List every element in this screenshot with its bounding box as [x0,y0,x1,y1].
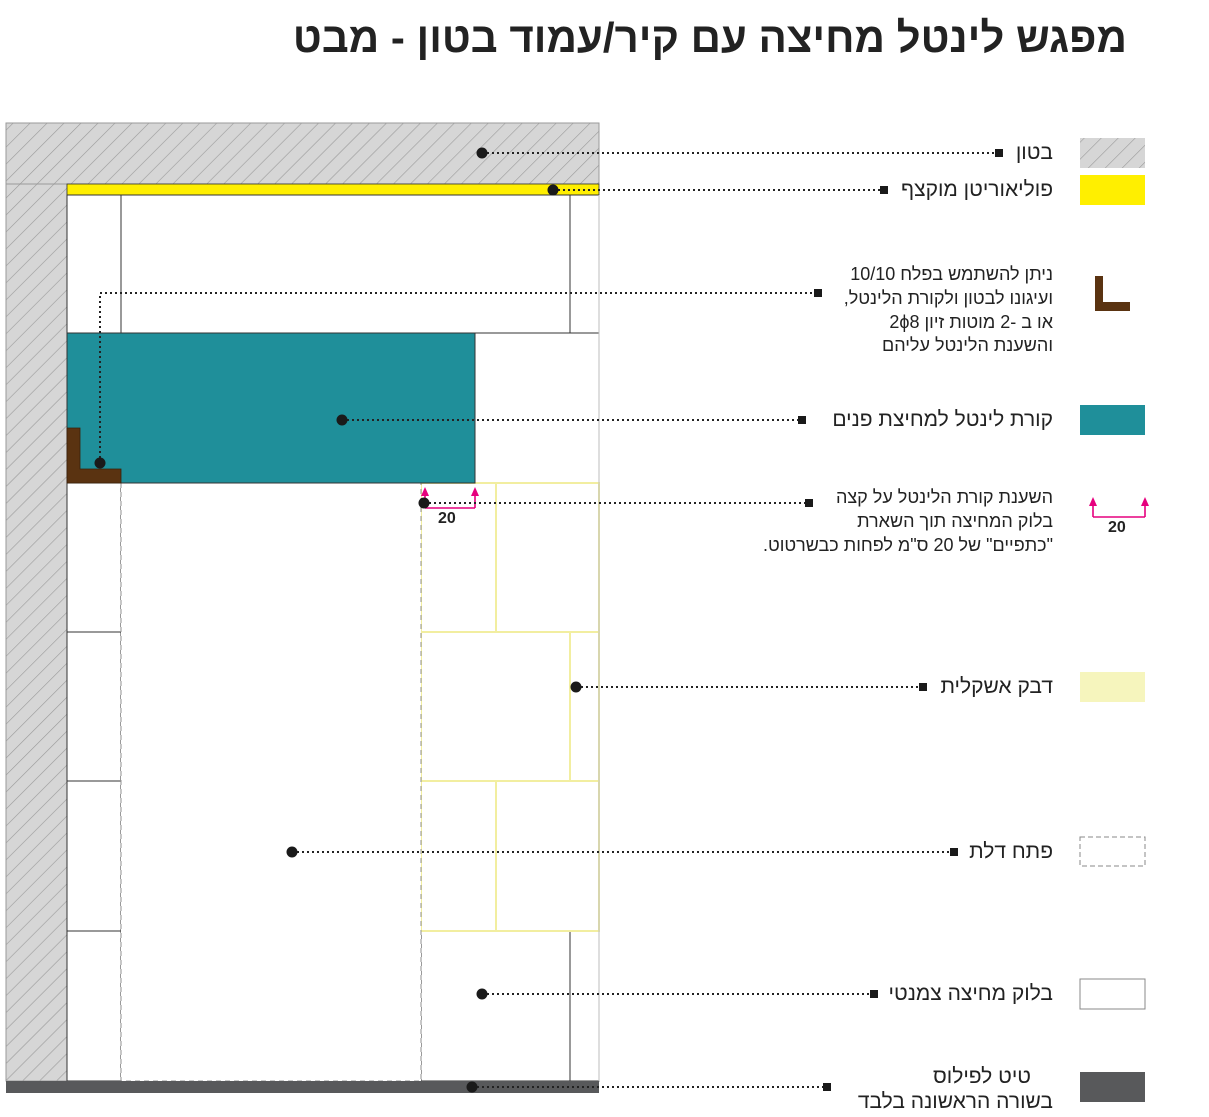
legend-text-line: והשענת הלינטל עליהם [882,335,1053,356]
block [420,482,600,633]
legend-dimension-icon [1089,497,1149,518]
legend-swatch-concrete [1080,138,1145,168]
block [569,930,600,1082]
legend-text-line: השענת קורת הלינטל על קצה [835,487,1053,507]
legend-label-bearing: השענת קורת הלינטל על קצה בלוק המחיצה תוך… [763,486,1053,557]
legend-dimension-label: 20 [1108,519,1126,536]
leader-dots [94,147,582,1093]
legend-label-floor-mortar: טיט לפילוס בשורה הראשונה בלבד [858,1064,1053,1114]
block [420,930,571,1082]
legend-label-lintel-beam: קורת לינטל למחיצת פנים [832,408,1053,431]
block [66,930,122,1082]
legend-text-line: ועיגונו לבטון ולקורת הלינטל, [843,287,1053,308]
legend-text-line: בלוק המחיצה תוך השארת [857,510,1053,531]
legend-swatch-floor-mortar [1080,1072,1145,1102]
page-title: מפגש לינטל מחיצה עם קיר/עמוד בטון - מבט [292,14,1127,61]
legend-text-line: "כתפיים" של 20 ס"מ לפחות כבשרטוט. [762,534,1053,555]
leader-end-squares [798,149,1003,1091]
legend-label-tile-adhesive: דבק אשקלית [940,675,1053,698]
lintel-beam [66,332,476,484]
legend-text-line: או ב -2 מוטות זיון 2ϕ8 [889,311,1053,332]
legend-label-angle-steel: ניתן להשתמש בפלח 10/10 ועיגונו לבטון ולק… [844,263,1053,358]
legend-text-line: טיט לפילוס [932,1065,1031,1088]
concrete-column [5,183,68,1082]
partition-blocks [66,194,600,1082]
legend-swatch-lintel-beam [1080,405,1145,435]
legend-swatch-door-opening [1079,836,1146,867]
legend-label-concrete: בטון [1015,141,1053,164]
legend-swatch-partition-block [1079,978,1146,1010]
block [120,194,571,334]
block [420,780,600,932]
leader-lines [99,152,998,1088]
block [569,631,600,782]
polyurethane-strip [66,183,600,196]
door-opening [120,482,422,1082]
legend-text-line: בשורה הראשונה בלבד [857,1090,1053,1114]
legend-swatch-angle-icon [1095,276,1130,311]
legend-swatch-polyurethane [1080,175,1145,205]
floor-mortar [6,1081,599,1093]
steel-angle [66,427,122,484]
legend-text-line: ניתן להשתמש בפלח 10/10 [850,264,1053,284]
block [66,780,122,932]
block [420,631,571,782]
block [474,332,600,484]
legend-label-door-opening: פתח דלת [969,840,1053,863]
legend-label-polyurethane: פוליאוריטן מוקצף [901,178,1053,201]
block [66,194,122,334]
adhesive-blocks [420,482,600,932]
block [66,482,122,633]
dimension-label: 20 [438,510,456,527]
legend-swatch-tile-adhesive [1080,672,1145,702]
concrete-ceiling [5,122,600,185]
block [569,194,600,334]
block [66,631,122,782]
legend-label-partition-block: בלוק מחיצה צמנטי [888,982,1053,1005]
